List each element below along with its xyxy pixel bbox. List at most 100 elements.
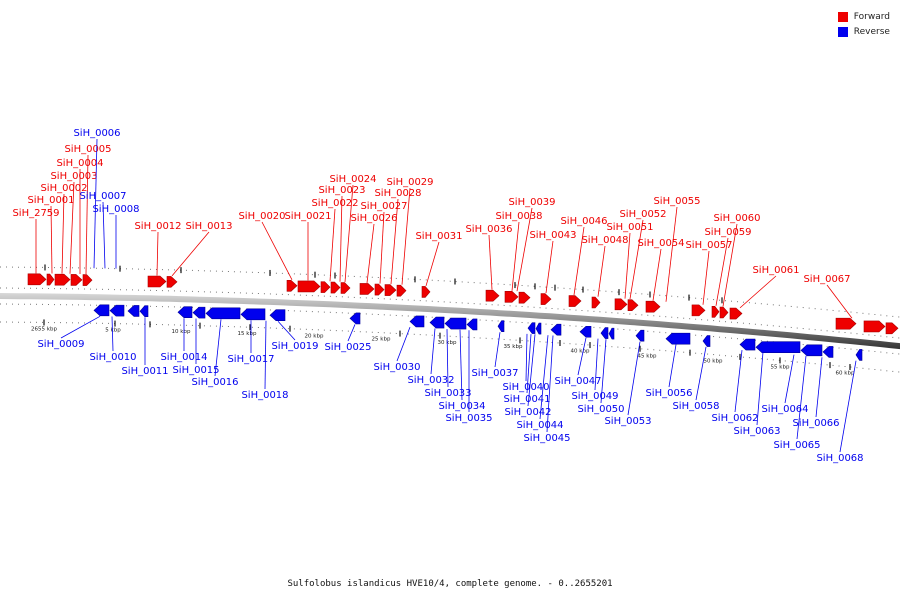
reverse-gene-label: SiH_0063 xyxy=(733,426,780,437)
forward-gene-label: SiH_0051 xyxy=(606,222,653,233)
forward-gene-24 xyxy=(627,299,639,312)
forward-gene-2 xyxy=(54,273,71,286)
forward-gene-27 xyxy=(711,305,720,318)
reverse-gene-connector xyxy=(111,316,114,352)
forward-gene-29 xyxy=(729,307,743,320)
forward-gene-connector xyxy=(366,223,375,284)
reverse-swatch xyxy=(837,26,848,37)
reverse-gene-1 xyxy=(109,304,125,317)
forward-gene-connector xyxy=(652,248,662,301)
reverse-gene-label: SiH_0030 xyxy=(373,362,420,373)
forward-gene-label: SiH_0004 xyxy=(56,158,103,169)
reverse-gene-16 xyxy=(535,322,542,335)
reverse-gene-7 xyxy=(240,308,266,321)
reverse-gene-connector xyxy=(734,349,743,413)
forward-gene-label: SiH_0059 xyxy=(704,227,751,238)
reverse-gene-26 xyxy=(800,344,823,357)
reverse-gene-label: SiH_0053 xyxy=(604,416,651,427)
reverse-gene-label: SiH_0065 xyxy=(773,440,820,451)
forward-gene-20 xyxy=(540,293,552,305)
reverse-gene-connector xyxy=(539,335,549,420)
forward-gene-connector xyxy=(344,184,354,283)
forward-gene-label: SiH_0028 xyxy=(374,188,421,199)
reverse-gene-0 xyxy=(93,304,110,317)
reverse-gene-label: SiH_0044 xyxy=(516,420,563,431)
forward-gene-connector xyxy=(61,193,65,274)
reverse-gene-label: SiH_0016 xyxy=(191,377,238,388)
forward-gene-22 xyxy=(591,296,601,309)
reverse-gene-label: SiH_0025 xyxy=(324,342,371,353)
reverse-gene-connector xyxy=(668,344,677,388)
scale-label: 10 kbp xyxy=(172,329,191,335)
forward-gene-connector xyxy=(69,181,75,274)
forward-gene-label: SiH_0026 xyxy=(350,213,397,224)
forward-gene-label: SiH_0043 xyxy=(529,230,576,241)
forward-gene-label: SiH_0060 xyxy=(713,213,760,224)
forward-gene-connector xyxy=(739,275,777,309)
legend-reverse: Reverse xyxy=(837,24,890,39)
reverse-gene-14 xyxy=(497,320,505,333)
reverse-gene-label: SiH_0007 xyxy=(79,191,126,202)
scale-label: 15 kbp xyxy=(238,331,257,337)
legend-reverse-label: Reverse xyxy=(853,26,890,37)
forward-gene-connector xyxy=(171,231,210,277)
scale-label: 5 kbp xyxy=(105,328,121,334)
reverse-gene-label: SiH_0035 xyxy=(445,413,492,424)
forward-swatch xyxy=(837,11,848,22)
forward-gene-label: SiH_0001 xyxy=(27,195,74,206)
forward-gene-label: SiH_0020 xyxy=(238,211,285,222)
reverse-gene-24 xyxy=(739,338,756,351)
forward-gene-28 xyxy=(719,306,729,319)
forward-gene-label: SiH_0038 xyxy=(495,211,542,222)
map-caption: Sulfolobus islandicus HVE10/4, complete … xyxy=(287,579,613,589)
reverse-gene-connector xyxy=(525,333,528,382)
reverse-gene-label: SiH_0019 xyxy=(271,341,318,352)
forward-gene-label: SiH_0031 xyxy=(415,231,462,242)
forward-gene-19 xyxy=(518,291,531,304)
forward-gene-label: SiH_0022 xyxy=(311,198,358,209)
forward-gene-5 xyxy=(147,275,167,288)
forward-gene-label: SiH_0048 xyxy=(581,235,628,246)
scale-label: 50 kbp xyxy=(704,359,723,365)
forward-gene-15 xyxy=(396,284,407,297)
reverse-gene-2 xyxy=(127,305,140,317)
reverse-gene-23 xyxy=(702,335,711,347)
scale-label: 60 kbp xyxy=(836,371,855,377)
reverse-gene-10 xyxy=(409,315,425,328)
reverse-gene-4 xyxy=(177,306,193,319)
forward-gene-connector xyxy=(329,208,336,282)
reverse-gene-connector xyxy=(600,339,607,404)
forward-gene-32 xyxy=(885,322,899,335)
reverse-gene-13 xyxy=(466,318,478,331)
reverse-gene-connector xyxy=(756,351,764,426)
forward-gene-connector xyxy=(597,245,606,297)
forward-gene-16 xyxy=(421,286,431,298)
forward-gene-8 xyxy=(297,280,321,293)
forward-gene-connector xyxy=(85,154,89,275)
reverse-gene-connector xyxy=(102,201,106,269)
forward-gene-connector xyxy=(722,223,738,307)
forward-gene-connector xyxy=(665,206,678,302)
forward-gene-label: SiH_0027 xyxy=(360,201,407,212)
reverse-gene-label: SiH_0037 xyxy=(471,368,518,379)
scale-label: 55 kbp xyxy=(771,364,790,370)
reverse-gene-connector xyxy=(93,138,98,269)
reverse-gene-label: SiH_0014 xyxy=(160,352,207,363)
reverse-gene-label: SiH_0034 xyxy=(438,401,485,412)
reverse-gene-3 xyxy=(139,305,149,318)
forward-gene-label: SiH_0055 xyxy=(653,196,700,207)
legend: Forward Reverse xyxy=(837,9,890,39)
forward-gene-label: SiH_0061 xyxy=(752,265,799,276)
reverse-gene-connector xyxy=(815,357,823,418)
reverse-gene-label: SiH_0049 xyxy=(571,391,618,402)
forward-gene-label: SiH_0005 xyxy=(64,144,111,155)
reverse-gene-21 xyxy=(635,329,645,342)
reverse-gene-connector xyxy=(446,329,449,388)
forward-gene-label: SiH_0021 xyxy=(284,211,331,222)
reverse-gene-20 xyxy=(608,327,615,340)
reverse-gene-label: SiH_0068 xyxy=(816,453,863,464)
reverse-gene-27 xyxy=(822,346,834,358)
forward-gene-connector xyxy=(516,207,533,292)
forward-track-inner-line xyxy=(0,287,900,339)
forward-gene-connector xyxy=(261,221,293,280)
